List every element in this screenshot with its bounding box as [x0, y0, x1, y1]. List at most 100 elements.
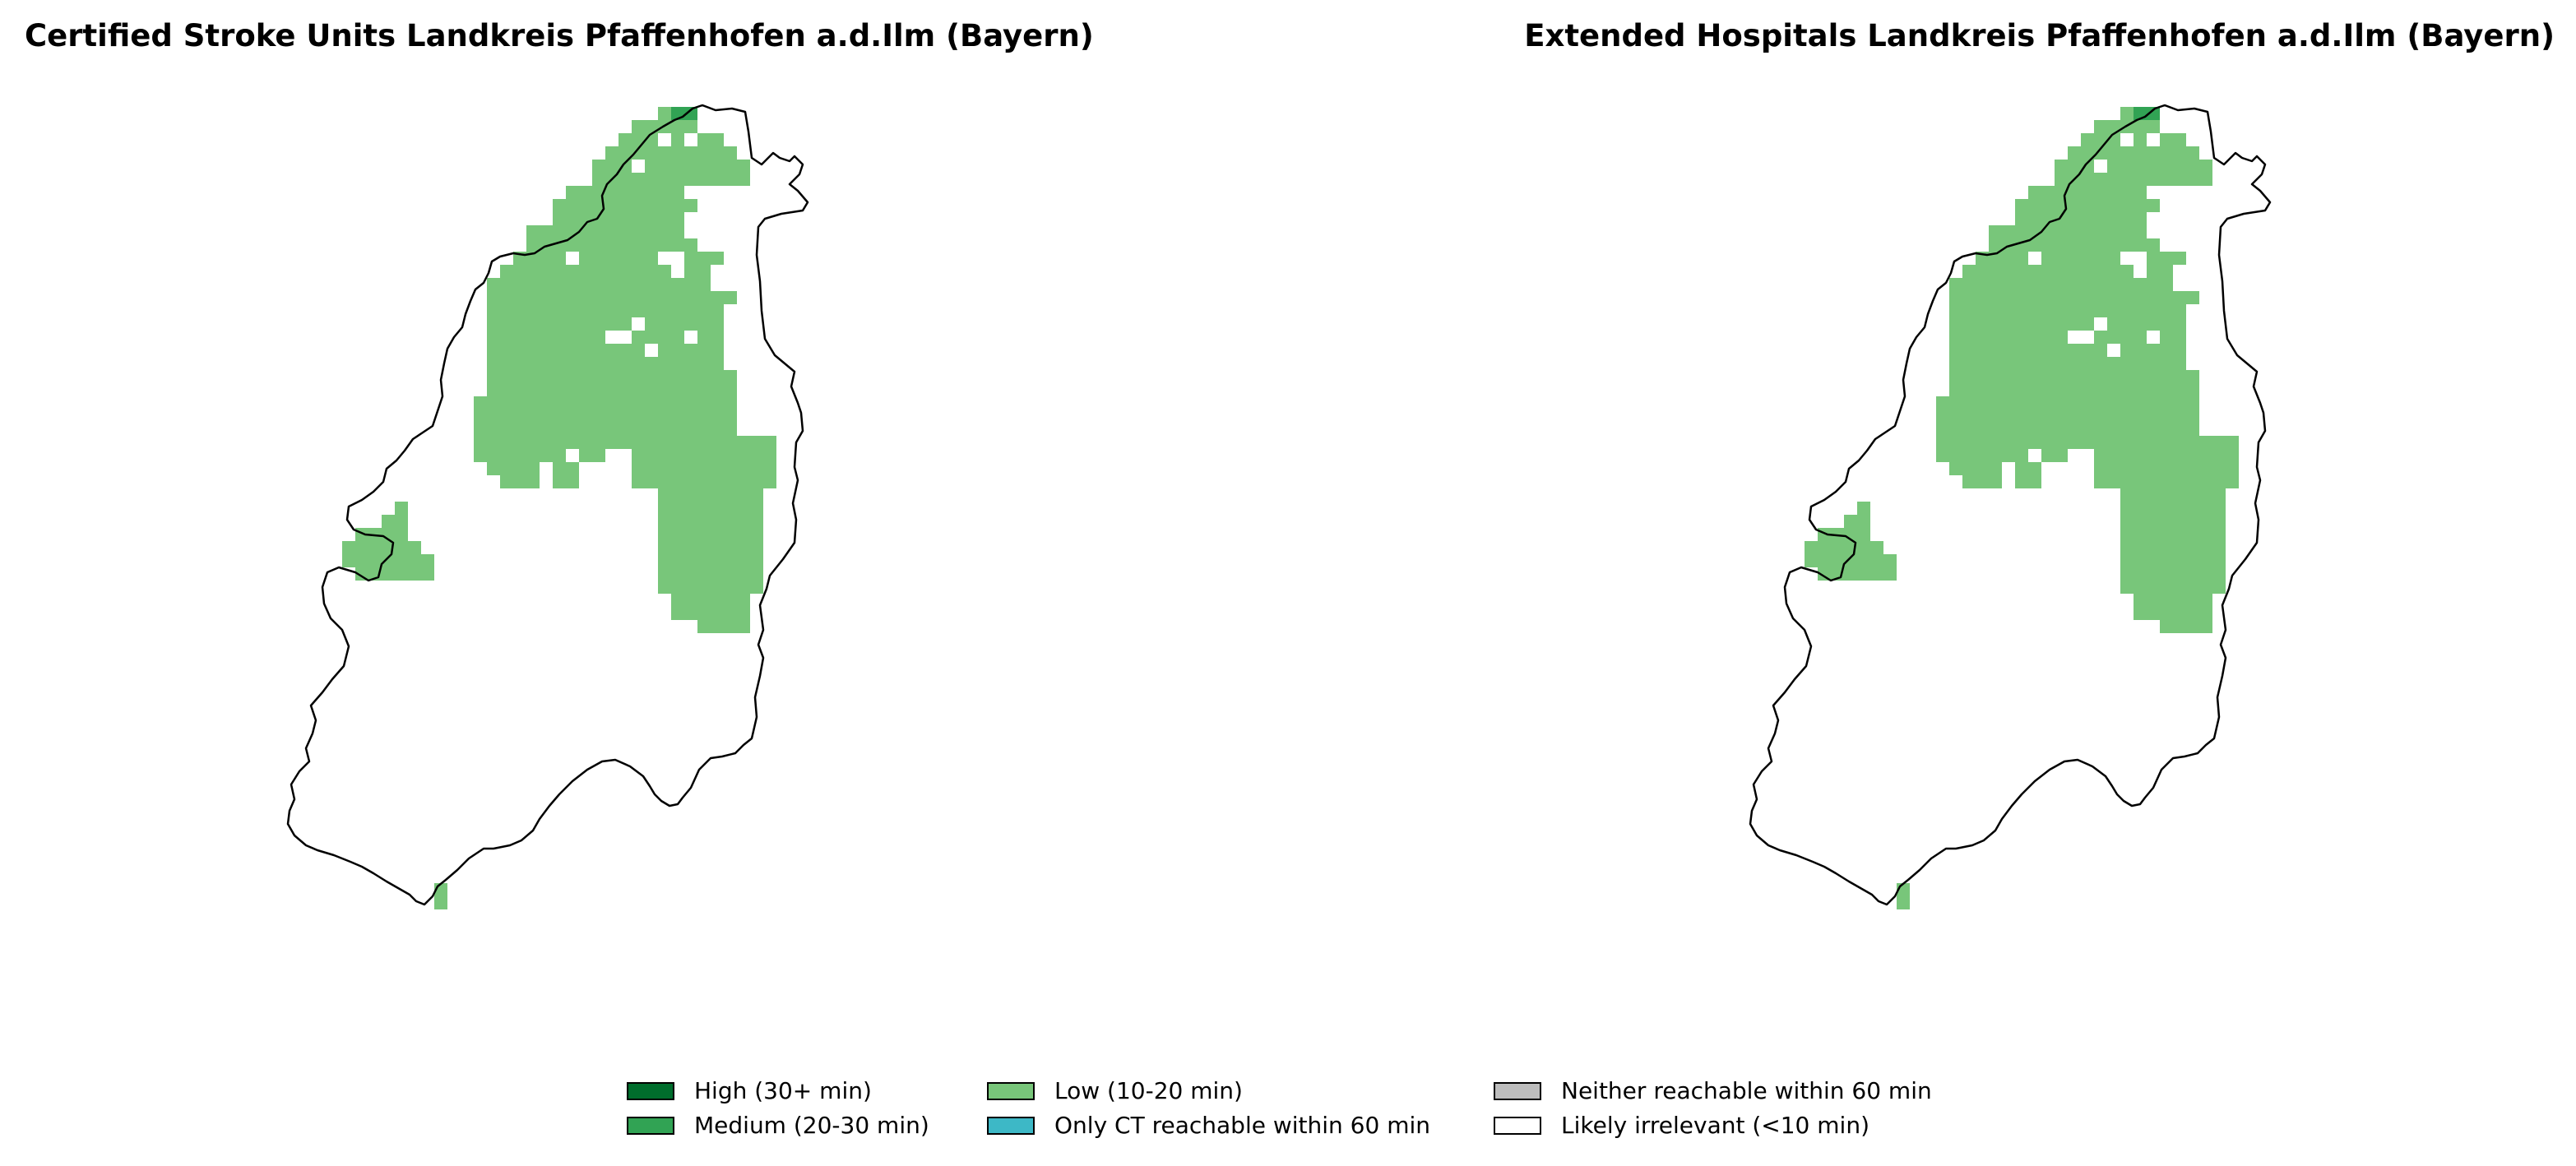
grid-cell — [2081, 186, 2094, 199]
grid-cell — [2226, 436, 2239, 449]
grid-cell — [658, 173, 671, 186]
grid-cell — [2081, 160, 2094, 173]
grid-cell — [763, 449, 776, 462]
grid-cell — [579, 383, 592, 396]
grid-cell — [2055, 291, 2068, 304]
grid-cell — [1989, 370, 2002, 383]
grid-cell — [724, 146, 737, 160]
grid-cell — [2160, 396, 2173, 409]
grid-cell — [1962, 462, 1976, 475]
grid-cell — [2120, 160, 2134, 173]
grid-cell — [1949, 423, 1962, 436]
grid-cell — [2134, 186, 2147, 199]
grid-cell — [2002, 357, 2015, 370]
grid-cell — [2055, 278, 2068, 291]
legend-label-irrelevant: Likely irrelevant (<10 min) — [1561, 1112, 1869, 1139]
grid-cell — [2160, 488, 2173, 502]
grid-cell — [2015, 212, 2028, 225]
grid-cell — [500, 396, 513, 409]
grid-cell — [2186, 160, 2199, 173]
grid-cell — [1844, 567, 1857, 581]
grid-cell — [750, 581, 763, 594]
grid-cell — [2134, 409, 2147, 423]
grid-cell — [579, 278, 592, 291]
grid-cell — [671, 554, 684, 567]
grid-cell — [632, 304, 645, 317]
grid-cell — [645, 186, 658, 199]
grid-cell — [632, 120, 645, 133]
grid-cell — [2186, 462, 2199, 475]
grid-cell — [553, 291, 566, 304]
grid-cell — [711, 409, 724, 423]
grid-cell — [474, 409, 487, 423]
grid-cell — [724, 567, 737, 581]
grid-cell — [697, 383, 711, 396]
grid-cell — [619, 133, 632, 146]
grid-cell — [2120, 344, 2134, 357]
grid-cell — [421, 567, 434, 581]
grid-cell — [737, 436, 750, 449]
grid-cell — [697, 462, 711, 475]
grid-cell — [2147, 160, 2160, 173]
grid-cell — [2173, 146, 2186, 160]
grid-cell — [632, 265, 645, 278]
grid-cell — [513, 331, 526, 344]
grid-cell — [2199, 173, 2212, 186]
grid-cell — [684, 344, 697, 357]
grid-cell — [2173, 396, 2186, 409]
grid-cell — [658, 317, 671, 331]
grid-cell — [2147, 238, 2160, 252]
grid-cell — [2186, 607, 2199, 620]
grid-cell — [526, 423, 540, 436]
grid-cell — [645, 291, 658, 304]
grid-cell — [605, 344, 619, 357]
grid-cell — [1805, 554, 1818, 567]
grid-cell — [619, 383, 632, 396]
grid-cell — [2068, 278, 2081, 291]
grid-cell — [2134, 581, 2147, 594]
grid-cell — [2160, 278, 2173, 291]
grid-cell — [2002, 265, 2015, 278]
grid-cell — [2068, 423, 2081, 436]
grid-cell — [2147, 528, 2160, 541]
grid-cell — [2134, 488, 2147, 502]
grid-cell — [2186, 146, 2199, 160]
grid-cell — [2199, 620, 2212, 633]
grid-cell — [513, 265, 526, 278]
grid-cell — [671, 462, 684, 475]
grid-cell — [2199, 567, 2212, 581]
grid-cell — [2015, 291, 2028, 304]
grid-cell — [697, 581, 711, 594]
grid-cell — [2199, 581, 2212, 594]
grid-cell — [487, 436, 500, 449]
grid-cell — [2041, 265, 2055, 278]
grid-cell — [2147, 515, 2160, 528]
grid-cell — [2120, 488, 2134, 502]
grid-cell — [2055, 265, 2068, 278]
grid-cell — [2147, 304, 2160, 317]
legend-item-high: High (30+ min) — [627, 1077, 872, 1104]
grid-cell — [2107, 462, 2120, 475]
grid-cell — [632, 146, 645, 160]
grid-cell — [750, 488, 763, 502]
grid-cell — [2173, 409, 2186, 423]
grid-cell — [500, 265, 513, 278]
grid-cell — [2147, 344, 2160, 357]
grid-cell — [645, 252, 658, 265]
grid-cell — [2134, 607, 2147, 620]
legend-label-low: Low (10-20 min) — [1054, 1077, 1243, 1104]
grid-cell — [671, 186, 684, 199]
grid-cell — [2160, 607, 2173, 620]
grid-cell — [2028, 186, 2041, 199]
grid-cell — [697, 173, 711, 186]
grid-cell — [2107, 120, 2120, 133]
grid-cell — [2081, 173, 2094, 186]
grid-cell — [408, 541, 421, 554]
grid-cell — [2015, 344, 2028, 357]
grid-cell — [592, 317, 605, 331]
grid-cell — [2015, 449, 2028, 462]
legend-label-ct-only: Only CT reachable within 60 min — [1054, 1112, 1431, 1139]
grid-cell — [540, 344, 553, 357]
grid-cell — [2212, 581, 2226, 594]
grid-cell — [2028, 423, 2041, 436]
